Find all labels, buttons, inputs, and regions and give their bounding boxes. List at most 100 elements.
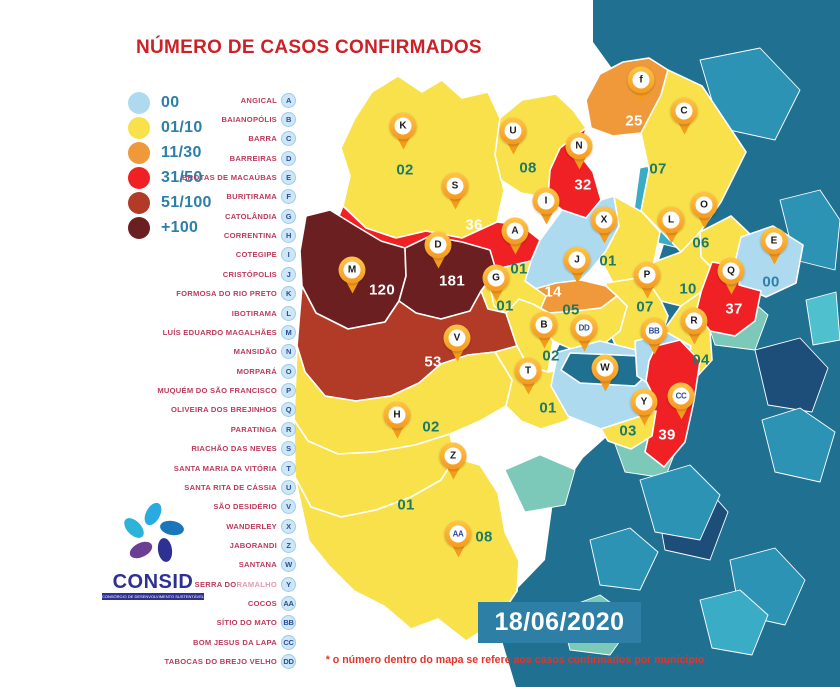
- case-count-e: 00: [762, 273, 780, 291]
- map-pin-letter: S: [446, 177, 464, 195]
- map-pin-head: I: [532, 187, 560, 215]
- map-pin-head: U: [499, 117, 527, 145]
- municipality-code-badge: N: [281, 344, 296, 360]
- map-pin-letter: N: [570, 137, 588, 155]
- municipality-code-badge: BB: [281, 615, 296, 631]
- case-count-z: 01: [397, 496, 415, 514]
- map-pin-letter: A: [506, 222, 524, 240]
- map-pin-head: DD: [570, 314, 598, 342]
- date-badge: 18/06/2020: [478, 602, 641, 643]
- map-pin-head: H: [383, 401, 411, 429]
- municipality-list-item: BURITIRAMA F: [46, 189, 296, 205]
- map-pin-icon-k: K: [389, 112, 417, 150]
- map-pin-head: G: [482, 264, 510, 292]
- municipality-name: SÍTIO DO MATO: [216, 618, 277, 628]
- map-pin-letter: V: [448, 329, 466, 347]
- municipality-name: SERRA DO: [194, 579, 237, 589]
- legend-color-swatch: [128, 116, 150, 139]
- case-count-b: 02: [542, 347, 560, 365]
- case-count-v: 53: [424, 353, 442, 371]
- municipality-list-item: SERRA DO RAMALHO Y: [46, 576, 296, 592]
- municipality-name: MANSIDÃO: [233, 347, 277, 357]
- map-pin-head: J: [563, 246, 591, 274]
- legend-item: 51/100: [128, 190, 212, 215]
- map-pin-head: Y: [630, 388, 658, 416]
- case-count-o: 06: [692, 234, 710, 252]
- map-pin-letter: DD: [575, 319, 593, 337]
- municipality-name: RIACHÃO DAS NEVES: [191, 444, 277, 454]
- municipality-name: WANDERLEY: [226, 521, 277, 531]
- map-pin-icon-u: U: [499, 117, 527, 155]
- map-pin-head: f: [627, 66, 655, 94]
- map-pin-letter: CC: [672, 387, 690, 405]
- map-pin-icon-j: J: [563, 246, 591, 284]
- consid-logo-tagline: CONSÓRCIO DE DESENVOLVIMENTO SUSTENTÁVEL…: [102, 593, 204, 600]
- municipality-list-item: IBOTIRAMA L: [46, 305, 296, 321]
- municipality-code-badge: S: [281, 441, 296, 457]
- legend-label: 00: [161, 93, 180, 111]
- municipality-list-item: JABORANDI Z: [46, 538, 296, 553]
- map-pin-head: D: [424, 231, 452, 259]
- municipality-code-badge: M: [281, 324, 296, 340]
- municipality-code-badge: E: [281, 169, 296, 185]
- legend: 00 01/10 11/30 31/50 51/100 +100: [128, 90, 212, 240]
- map-pin-icon-r: R: [680, 307, 708, 345]
- municipality-code-badge: I: [281, 247, 296, 263]
- municipality-name: PARATINGA: [230, 424, 277, 434]
- map-pin-icon-b: B: [530, 311, 558, 349]
- municipality-list-item: MANSIDÃO N: [46, 344, 296, 360]
- map-pin-letter: B: [535, 316, 553, 334]
- map-pin-letter: M: [343, 261, 361, 279]
- case-count-q: 37: [725, 300, 743, 318]
- legend-color-swatch: [128, 166, 150, 189]
- case-count-m: 120: [369, 281, 395, 299]
- municipality-name: MUQUÉM DO SÃO FRANCISCO: [157, 386, 277, 396]
- map-pin-letter: BB: [645, 322, 663, 340]
- case-count-aa: 08: [475, 528, 493, 546]
- municipality-code-badge: G: [281, 208, 296, 224]
- municipality-list-item: BARRA C: [46, 131, 296, 147]
- municipality-code-badge: AA: [281, 596, 296, 612]
- legend-color-swatch: [128, 141, 150, 164]
- map-pin-letter: T: [519, 362, 537, 380]
- case-count-s: 36: [465, 216, 483, 234]
- footnote: * o número dentro do mapa se refere aos …: [325, 654, 705, 666]
- map-pin-letter: K: [394, 117, 412, 135]
- map-pin-letter: L: [662, 211, 680, 229]
- map-pin-icon-v: V: [443, 324, 471, 362]
- map-pin-icon-h: H: [383, 401, 411, 439]
- map-pin-head: C: [670, 97, 698, 125]
- case-count-r: 04: [692, 351, 710, 369]
- municipality-name: SANTANA: [238, 560, 277, 570]
- municipality-name: JABORANDI: [229, 541, 277, 550]
- case-count-g: 01: [496, 297, 514, 315]
- legend-label: 11/30: [161, 143, 202, 161]
- map-pin-icon-n: N: [565, 132, 593, 170]
- legend-item: 11/30: [128, 140, 212, 165]
- map-pin-letter: J: [568, 251, 586, 269]
- consid-logo: CONSID CONSÓRCIO DE DESENVOLVIMENTO SUST…: [99, 502, 207, 600]
- map-pin-head: O: [690, 191, 718, 219]
- map-pin-letter: I: [537, 192, 555, 210]
- map-pin-letter: R: [685, 312, 703, 330]
- map-pin-head: AA: [444, 520, 472, 548]
- case-count-y: 03: [619, 422, 637, 440]
- municipality-code-badge: F: [281, 189, 296, 205]
- legend-label: 01/10: [161, 118, 203, 136]
- municipality-name: COTEGIPE: [235, 250, 277, 260]
- municipality-name: MORPARÁ: [236, 366, 277, 376]
- municipality-code-badge: DD: [281, 654, 296, 670]
- municipality-list-item: SÃO DESIDÉRIO V: [46, 499, 296, 515]
- map-pin-letter: X: [595, 211, 613, 229]
- consid-logo-text: CONSID: [112, 571, 194, 593]
- municipality-code-badge: P: [281, 383, 296, 399]
- map-pin-letter: U: [504, 122, 522, 140]
- map-pin-icon-d: D: [424, 231, 452, 269]
- legend-item: 01/10: [128, 115, 212, 140]
- map-pin-head: CC: [667, 382, 695, 410]
- map-pin-letter: E: [765, 232, 783, 250]
- municipality-code-badge: D: [281, 150, 296, 166]
- map-pin-head: B: [530, 311, 558, 339]
- map-pin-head: P: [633, 261, 661, 289]
